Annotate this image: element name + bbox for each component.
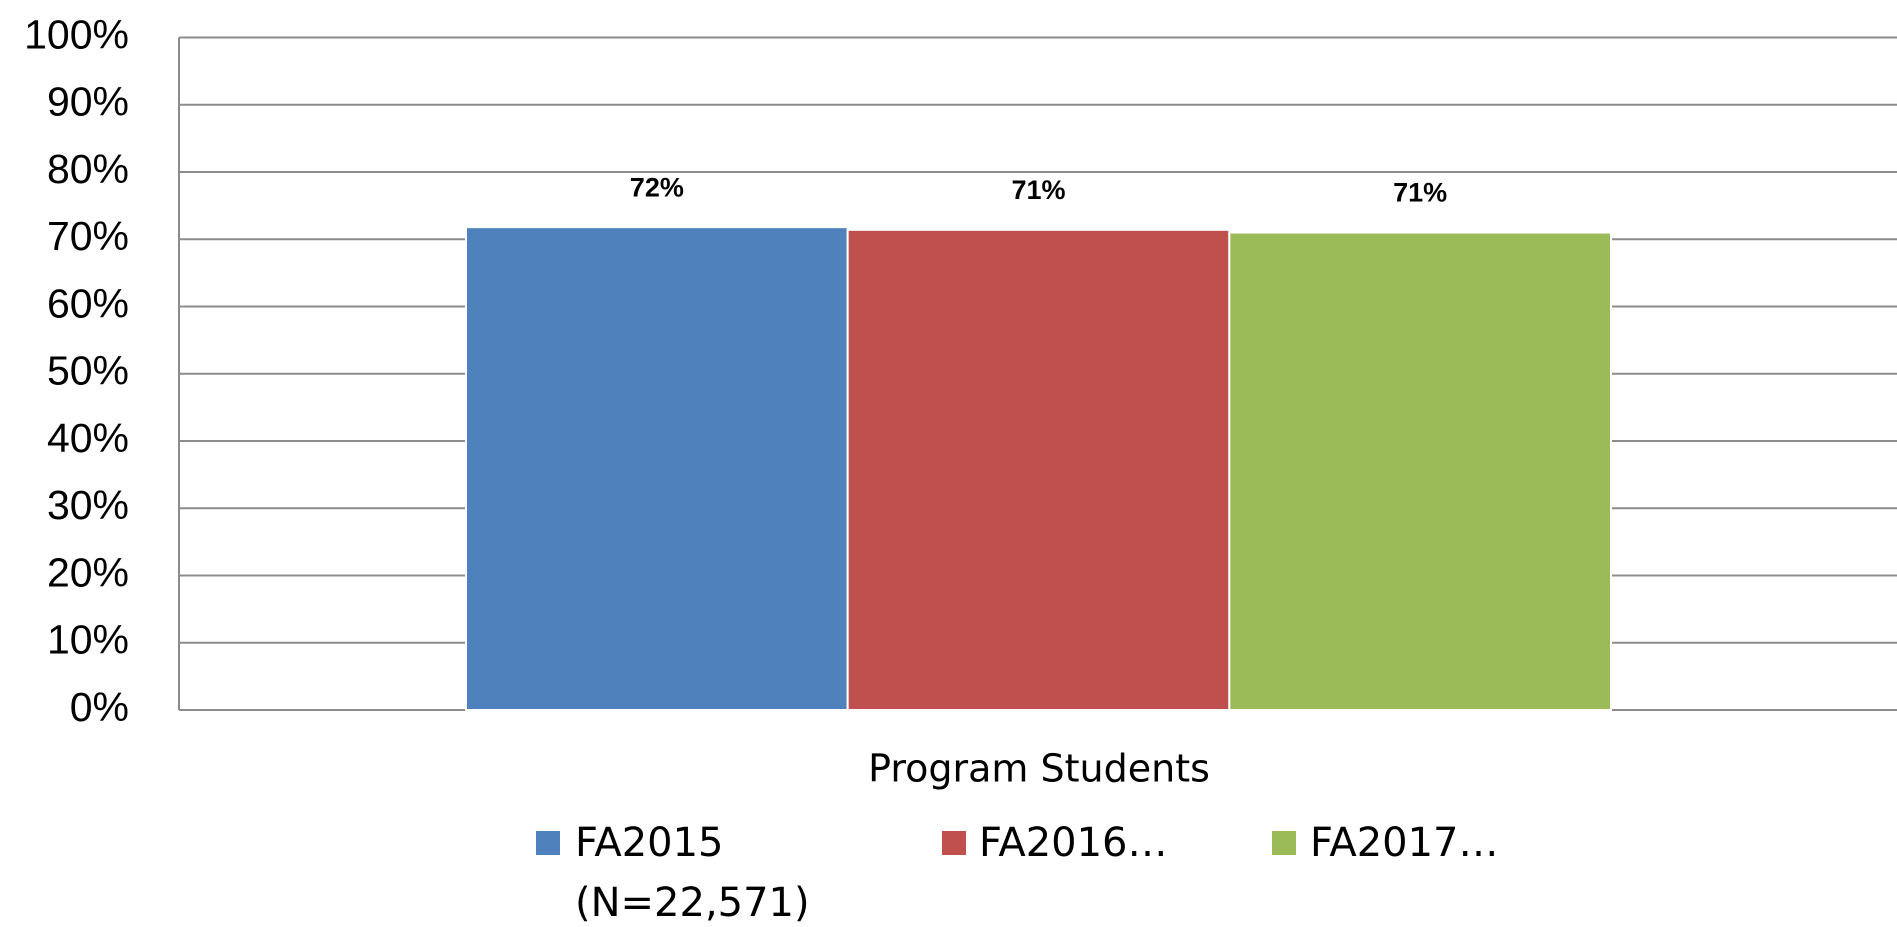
y-tick-label: 90% [47, 79, 129, 125]
x-tick-label: Program Students [868, 747, 1210, 791]
bar [846, 228, 1231, 712]
legend-swatch [942, 831, 966, 855]
legend-label: FA2016… [979, 820, 1168, 866]
legend-swatch [536, 831, 560, 855]
y-tick-label: 10% [47, 617, 129, 663]
y-tick-label: 30% [47, 482, 129, 528]
y-tick-label: 100% [24, 11, 129, 57]
y-tick-label: 70% [47, 213, 129, 259]
legend-swatch [1272, 831, 1296, 855]
data-label: 72% [630, 172, 684, 202]
y-tick-label: 0% [70, 684, 129, 730]
y-tick-label: 50% [47, 348, 129, 394]
legend-label: FA2015 (N=22,571) [575, 820, 810, 926]
y-tick-label: 20% [47, 549, 129, 595]
legend-label: FA2017… [1310, 820, 1499, 866]
y-tick-label: 60% [47, 280, 129, 326]
data-label: 71% [1393, 178, 1447, 208]
bar [465, 226, 849, 712]
y-tick-label: 80% [47, 146, 129, 192]
y-tick-label: 40% [47, 415, 129, 461]
bar [1228, 231, 1613, 711]
data-label: 71% [1011, 175, 1065, 205]
